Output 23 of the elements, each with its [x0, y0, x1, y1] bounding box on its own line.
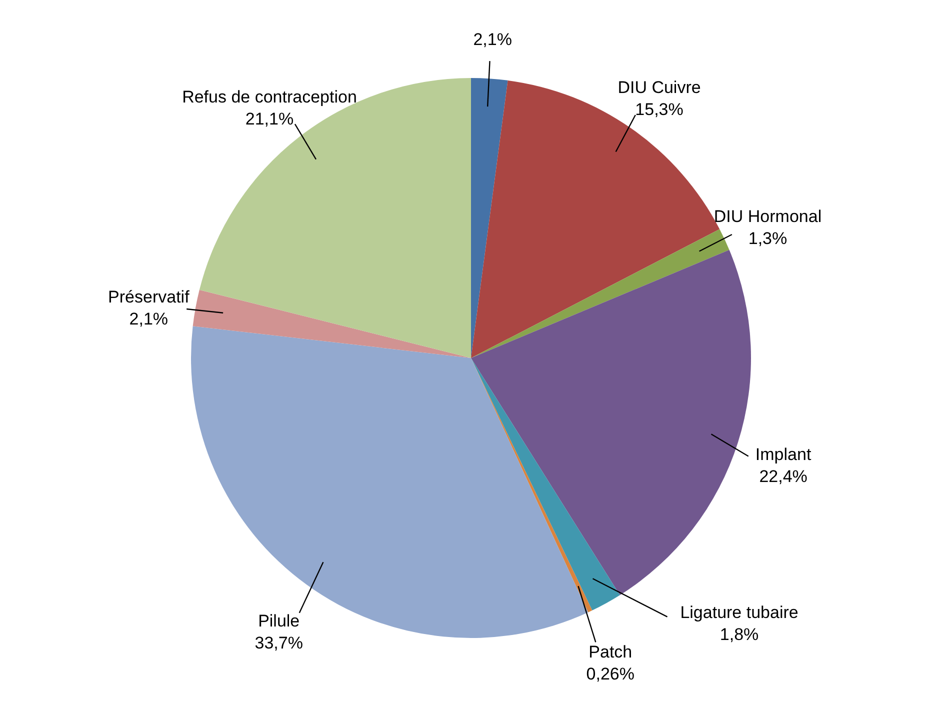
- slice-label: Refus de contraception: [182, 88, 357, 107]
- slice-label: DIU Cuivre: [618, 78, 701, 97]
- data-label: 21,1%: [245, 110, 294, 129]
- data-label: 22,4%: [759, 466, 808, 486]
- data-label: 2,1%: [129, 309, 168, 328]
- slice-label: Ligature tubaire: [680, 602, 798, 622]
- pie-slice: [191, 326, 588, 638]
- pie-slice: [192, 290, 471, 358]
- data-label: 2,1%: [473, 30, 512, 50]
- data-label: 1,8%: [720, 624, 759, 644]
- slice-label: Implant: [755, 444, 812, 464]
- pie-slice: [471, 358, 620, 610]
- data-label: 0,26%: [586, 664, 635, 684]
- data-label: 33,7%: [254, 633, 303, 652]
- data-label: 1,3%: [748, 229, 788, 248]
- slice-label: Patch: [588, 642, 632, 662]
- pie-slice: [471, 78, 508, 358]
- data-label: 15,3%: [635, 100, 684, 119]
- slice-label: DIU Hormonal: [714, 207, 822, 226]
- pie-slice: [471, 229, 730, 358]
- slice-label: Préservatif: [108, 287, 190, 306]
- pie-slice: [471, 250, 751, 596]
- slice-label: Pilule: [258, 611, 300, 630]
